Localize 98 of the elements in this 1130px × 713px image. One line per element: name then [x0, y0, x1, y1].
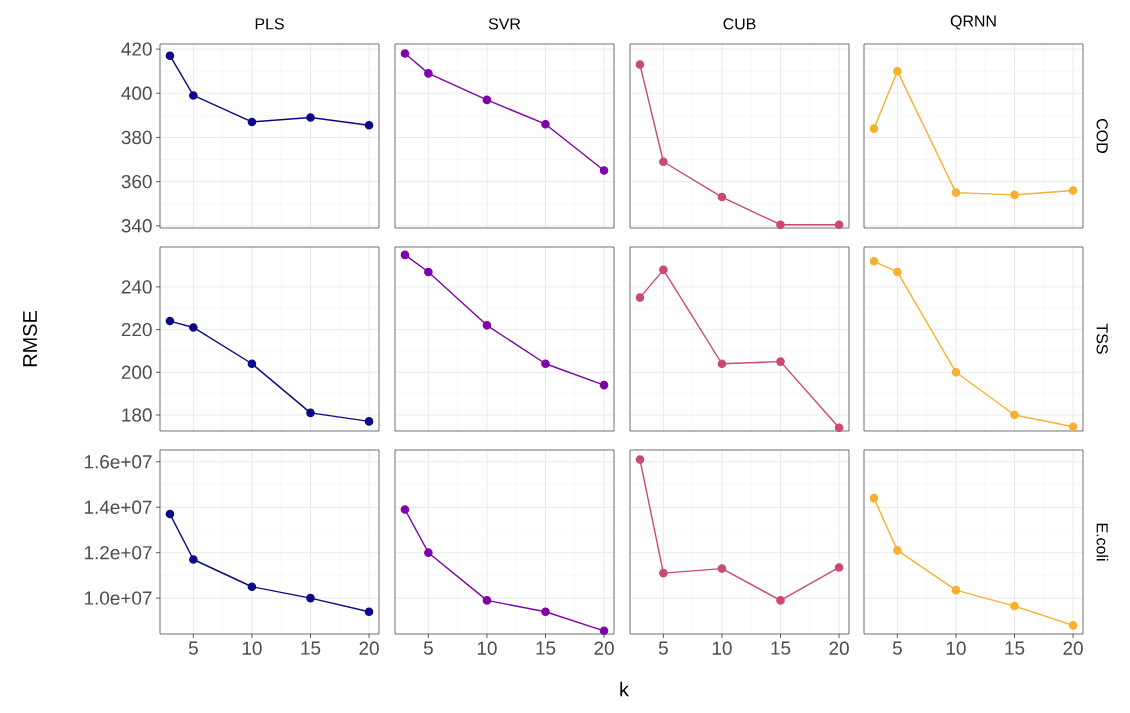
- point: [776, 220, 785, 229]
- point: [893, 66, 902, 76]
- point: [834, 220, 844, 229]
- point: [599, 380, 609, 390]
- x-tick-label: 5: [658, 641, 668, 655]
- point: [834, 423, 844, 433]
- point: [306, 113, 315, 122]
- x-tick-label: 10: [242, 641, 262, 655]
- point: [541, 607, 550, 617]
- point: [635, 455, 645, 464]
- point: [717, 359, 727, 369]
- point: [306, 408, 315, 418]
- point: [776, 596, 785, 605]
- x-axis-title: k: [620, 681, 630, 697]
- point: [1068, 621, 1078, 630]
- point: [951, 188, 961, 197]
- x-tick-label: 20: [1063, 641, 1083, 655]
- point: [424, 548, 433, 557]
- point: [364, 120, 374, 130]
- point: [1068, 422, 1078, 432]
- y-tick-label: 400: [121, 86, 152, 100]
- point: [541, 119, 550, 129]
- x-tick-label: 20: [829, 641, 849, 655]
- point: [1010, 190, 1019, 200]
- point: [189, 555, 198, 564]
- chart-title: PLS: [255, 18, 284, 30]
- x-tick-label: 5: [892, 641, 902, 655]
- x-tick-label: 20: [594, 641, 614, 655]
- chart-title: QRNN: [950, 15, 996, 30]
- y-tick-label: 1.0e+07: [84, 591, 152, 605]
- point: [659, 157, 668, 167]
- chart-title: SVR: [488, 18, 521, 30]
- point: [306, 593, 315, 603]
- chart-title: CUB: [723, 18, 756, 30]
- y-tick-label: 200: [121, 365, 152, 379]
- point: [893, 267, 902, 277]
- point: [869, 493, 879, 503]
- point: [189, 323, 198, 332]
- point: [599, 626, 609, 636]
- point: [635, 60, 645, 69]
- y2-axis-title: TSS: [1096, 323, 1108, 354]
- point: [541, 359, 550, 369]
- point: [951, 585, 961, 595]
- y-tick-label: 420: [121, 42, 152, 56]
- x-tick-label: 15: [771, 641, 791, 655]
- point: [776, 357, 785, 366]
- point: [951, 368, 961, 377]
- point: [400, 505, 410, 514]
- y-axis-title: RMSE: [22, 311, 38, 367]
- y-tick-label: 1.2e+07: [84, 545, 152, 560]
- y-tick-label: 380: [121, 130, 152, 145]
- point: [247, 359, 257, 369]
- point: [1010, 410, 1019, 420]
- point: [635, 293, 645, 302]
- point: [165, 509, 175, 519]
- point: [247, 582, 257, 592]
- point: [424, 267, 433, 277]
- point: [717, 564, 727, 573]
- x-tick-label: 15: [1005, 641, 1025, 655]
- point: [400, 250, 410, 260]
- point: [364, 417, 374, 426]
- point: [1068, 186, 1078, 195]
- point: [869, 256, 879, 266]
- y-tick-label: 220: [121, 322, 152, 337]
- y-tick-label: 340: [121, 219, 152, 233]
- point: [364, 607, 374, 617]
- y-tick-label: 240: [121, 280, 152, 294]
- point: [834, 563, 844, 572]
- point: [717, 192, 727, 202]
- x-tick-label: 10: [477, 641, 497, 655]
- y-tick-label: 1.6e+07: [84, 455, 152, 469]
- y2-axis-title: E.coli: [1096, 523, 1109, 561]
- x-tick-label: 10: [946, 641, 966, 655]
- x-tick-label: 5: [188, 641, 198, 655]
- point: [424, 69, 433, 78]
- x-tick-label: 15: [301, 641, 321, 655]
- point: [1010, 601, 1019, 611]
- x-tick-label: 20: [359, 641, 379, 655]
- y2-axis-title: COD: [1096, 119, 1108, 153]
- y-tick-label: 360: [121, 174, 152, 189]
- point: [659, 568, 668, 578]
- point: [189, 91, 198, 100]
- point: [659, 265, 668, 275]
- x-tick-label: 5: [423, 641, 433, 655]
- point: [165, 316, 175, 326]
- point: [893, 546, 902, 555]
- point: [400, 49, 410, 58]
- point: [247, 117, 257, 127]
- x-tick-label: 15: [536, 641, 556, 655]
- point: [869, 124, 879, 133]
- point: [165, 51, 175, 60]
- x-tick-label: 10: [712, 641, 732, 655]
- y-tick-label: 180: [122, 408, 152, 422]
- point: [482, 596, 492, 605]
- point: [599, 166, 609, 175]
- point: [482, 95, 492, 105]
- y-tick-label: 1.4e+07: [84, 500, 152, 514]
- point: [482, 321, 492, 330]
